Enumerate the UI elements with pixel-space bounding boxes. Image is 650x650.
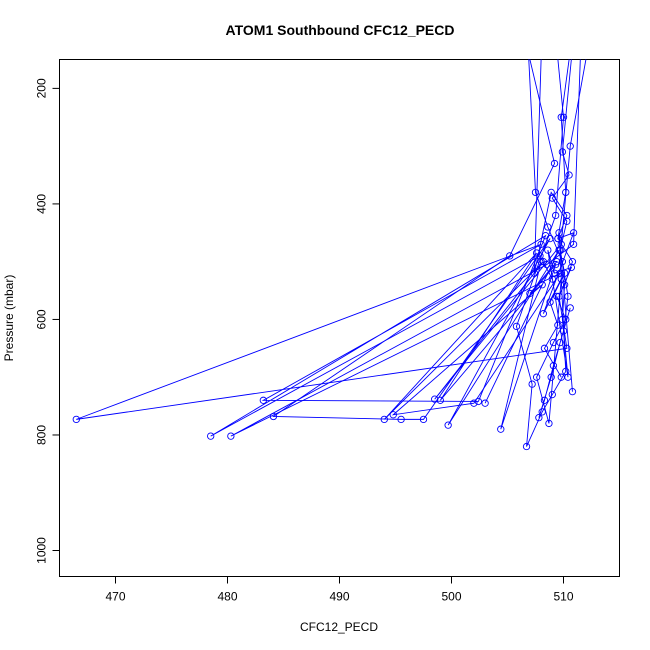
data-point [559,113,568,121]
series-line [272,59,560,426]
x-axis: 470 480 490 500 510 [105,576,574,604]
data-point [389,411,397,419]
data-point [397,415,405,424]
data-point [531,188,540,197]
data-point [539,310,547,318]
data-point [557,113,565,121]
series-line [543,59,572,378]
data-point [552,211,560,220]
series-line [528,59,571,418]
data-point [528,380,536,388]
y-axis: 200 400 600 800 1000 [35,78,60,564]
data-point [556,269,564,277]
data-point [227,432,235,440]
data-point [436,396,444,404]
data-point [552,260,560,269]
series-line [230,59,581,437]
data-point [557,275,565,283]
data-point [546,234,554,243]
data-point [548,194,556,202]
plot-frame [59,59,620,577]
data-point [563,344,571,352]
data-point [554,234,562,243]
data-point [559,327,568,335]
data-point [419,415,428,424]
data-point [545,419,553,428]
x-tick-label: 480 [217,590,237,604]
data-point [522,442,531,451]
data-point [550,159,559,168]
data-point [481,399,489,407]
series-line [76,59,573,437]
data-point [431,395,439,403]
data-point [557,373,565,381]
data-point [207,432,215,440]
data-point [557,240,565,248]
y-tick-label: 600 [35,309,49,329]
x-tick-label: 470 [105,590,125,604]
data-point [548,390,556,399]
data-point [564,292,572,300]
data-point [566,304,574,312]
x-tick-label: 510 [553,590,573,604]
data-point [549,338,558,347]
x-tick-label: 490 [329,590,349,604]
data-point [530,269,539,277]
data-point [497,425,505,433]
series-line [533,59,575,424]
data-point [532,373,541,381]
data-point [506,252,514,260]
data-point [544,246,552,254]
data-point [563,217,571,225]
chart-title: ATOM1 Southbound CFC12_PECD [226,22,455,38]
series-line [383,59,587,430]
data-point [558,258,567,266]
data-point [569,240,578,248]
data-point [569,229,578,237]
data-point [544,223,552,231]
data-point [558,148,567,156]
data-point [535,413,543,422]
plot-area [72,59,587,451]
data-point [540,344,549,352]
data-point [565,171,573,179]
data-point [562,315,570,324]
data-point [547,188,555,197]
data-point [532,249,541,257]
data-point [444,421,452,429]
data-point [470,399,478,407]
data-point [568,388,577,396]
data-point [566,142,574,150]
y-tick-label: 800 [35,425,49,445]
x-tick-label: 500 [441,590,461,604]
data-point [562,367,570,376]
data-point [567,263,575,272]
data-point [547,373,555,381]
data-point [553,292,561,300]
y-tick-label: 400 [35,194,49,214]
data-point [512,322,521,331]
data-point [539,258,547,266]
data-point [269,412,278,421]
data-point [546,298,554,306]
data-point [556,246,564,254]
data-point [72,415,80,424]
x-axis-label: CFC12_PECD [300,620,378,634]
data-point [540,396,549,404]
data-point [554,321,562,329]
y-axis-label: Pressure (mbar) [2,275,16,362]
y-tick-label: 1000 [35,537,49,564]
series-line [515,59,573,447]
data-point [380,415,388,424]
data-point [259,396,267,404]
y-tick-label: 200 [35,78,49,98]
data-point [568,258,577,266]
data-point [560,269,569,277]
data-point [537,258,545,266]
